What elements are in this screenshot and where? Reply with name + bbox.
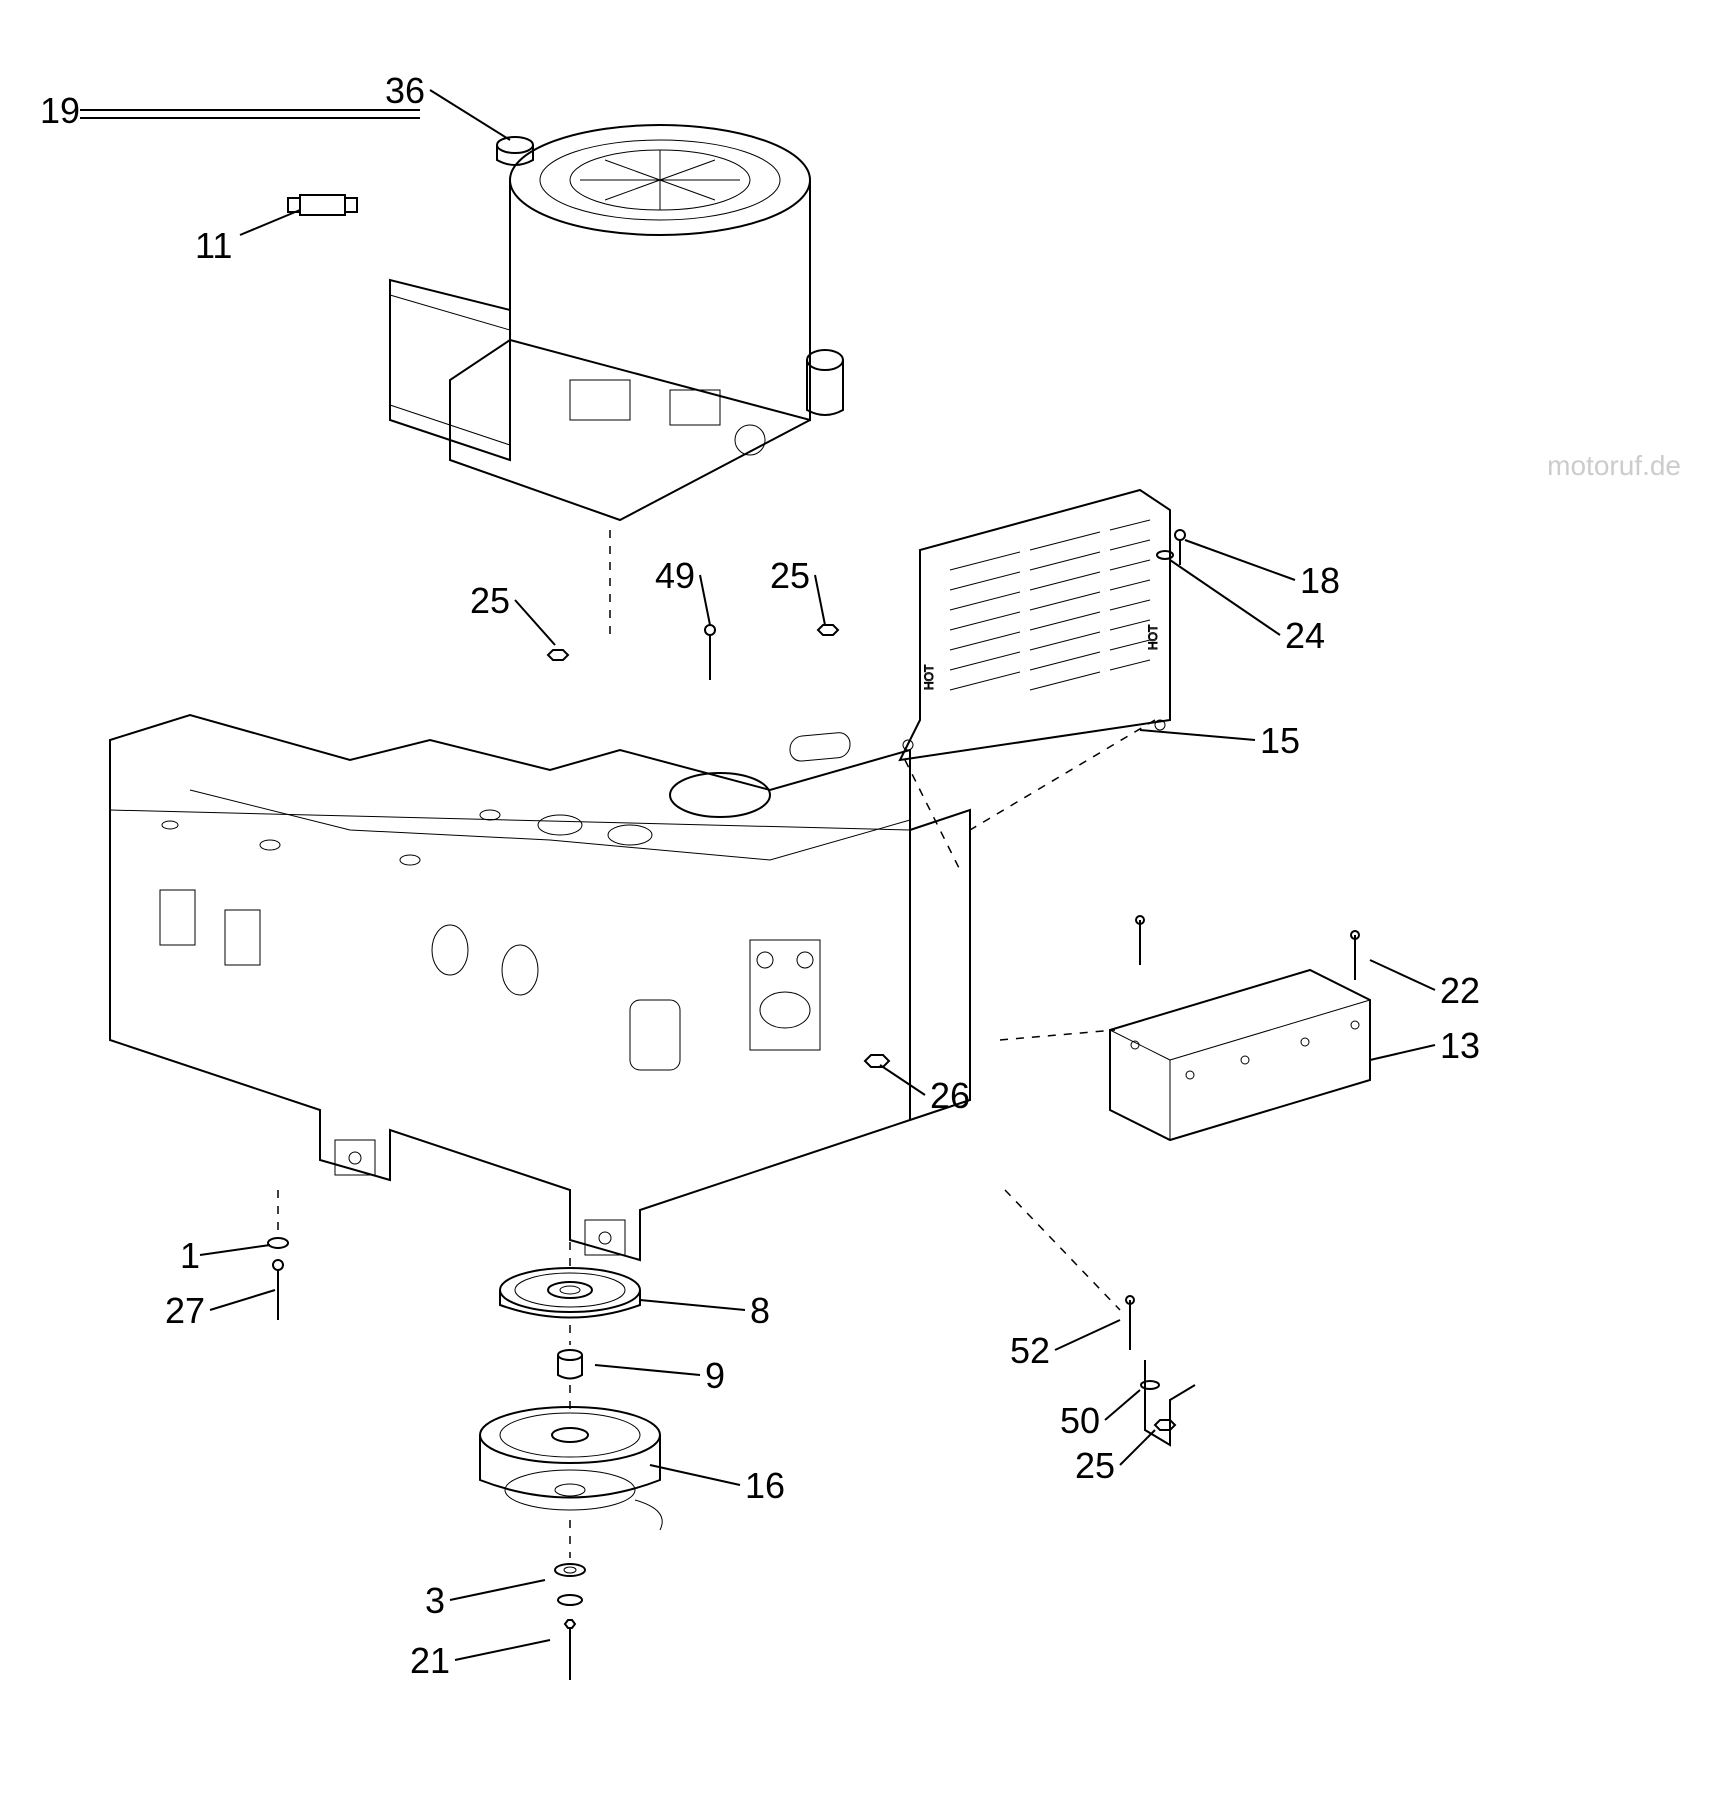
callout-15: 15 <box>1260 720 1300 762</box>
callout-36: 36 <box>385 70 425 112</box>
callout-25c: 25 <box>1075 1445 1115 1487</box>
callout-50: 50 <box>1060 1400 1100 1442</box>
pulley <box>500 1268 640 1318</box>
callout-24: 24 <box>1285 615 1325 657</box>
svg-text:HOT: HOT <box>1146 624 1160 650</box>
muffler-guard: HOT HOT <box>900 490 1170 760</box>
callout-16: 16 <box>745 1465 785 1507</box>
callout-13: 13 <box>1440 1025 1480 1067</box>
diagram-svg: HOT HOT <box>0 0 1711 1800</box>
callout-11: 11 <box>195 225 232 267</box>
frame-chassis <box>110 715 970 1260</box>
callout-8: 8 <box>750 1290 770 1332</box>
watermark: motoruf.de <box>1547 450 1681 482</box>
callout-3: 3 <box>425 1580 445 1622</box>
callout-25b: 25 <box>770 555 810 597</box>
callout-25a: 25 <box>470 580 510 622</box>
callout-27: 27 <box>165 1290 205 1332</box>
callout-22: 22 <box>1440 970 1480 1012</box>
callout-9: 9 <box>705 1355 725 1397</box>
callout-1: 1 <box>180 1235 200 1277</box>
callout-49: 49 <box>655 555 695 597</box>
leader-lines <box>200 90 1435 1660</box>
clutch <box>480 1407 662 1530</box>
callout-52: 52 <box>1010 1330 1050 1372</box>
parts-diagram: HOT HOT <box>0 0 1711 1800</box>
engine-assembly <box>390 125 843 520</box>
callout-21: 21 <box>410 1640 450 1682</box>
skid-plate <box>1110 970 1370 1140</box>
callout-26: 26 <box>930 1075 970 1117</box>
callout-18: 18 <box>1300 560 1340 602</box>
callout-19: 19 <box>40 90 80 132</box>
svg-text:HOT: HOT <box>922 664 936 690</box>
